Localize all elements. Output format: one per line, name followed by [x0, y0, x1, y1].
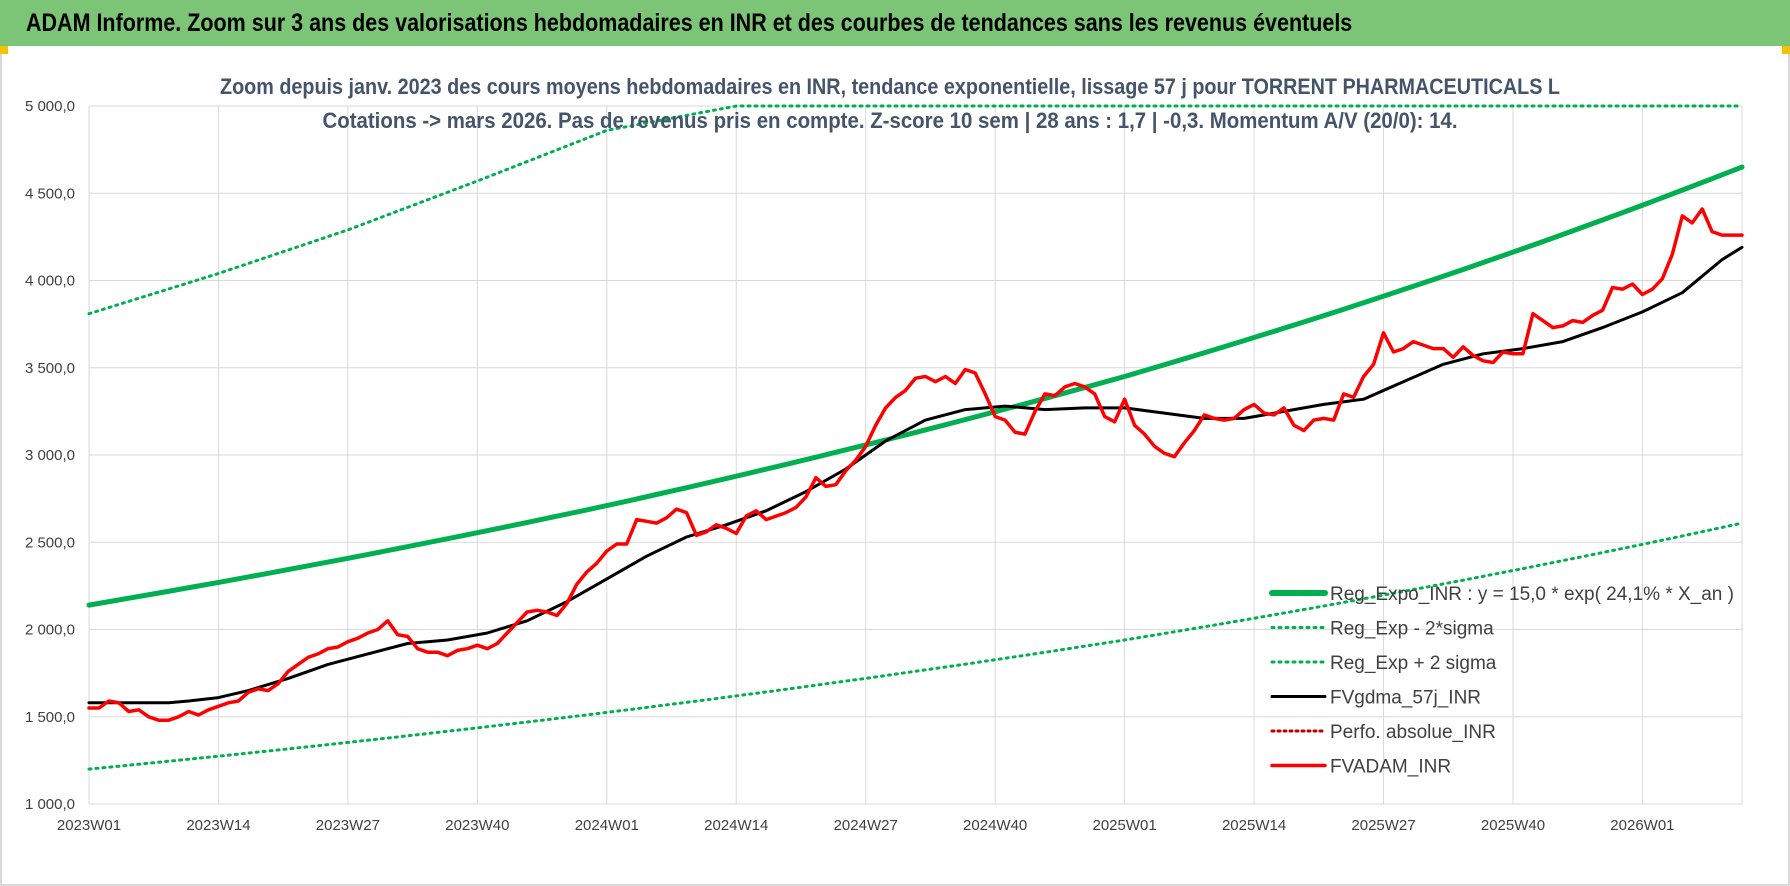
- x-tick-label: 2025W40: [1481, 817, 1545, 834]
- legend-entry-label: FVADAM_INR: [1330, 757, 1451, 778]
- x-tick-label: 2024W01: [575, 817, 639, 834]
- frame-corner-top-right: [1782, 46, 1790, 54]
- x-tick-label: 2025W14: [1222, 817, 1286, 834]
- chart-title-line-2: Cotations -> mars 2026. Pas de revenus p…: [323, 108, 1458, 133]
- frame-corner-top-left: [0, 46, 8, 54]
- x-tick-label: 2023W40: [445, 817, 509, 834]
- x-tick-label: 2025W01: [1093, 817, 1157, 834]
- y-tick-label: 1 500,0: [25, 709, 75, 726]
- x-tick-label: 2023W01: [57, 817, 121, 834]
- legend-entry-label: Reg_Expo_INR : y = 15,0 * exp( 24,1% * X…: [1330, 584, 1734, 605]
- x-tick-label: 2023W27: [316, 817, 380, 834]
- x-tick-label: 2024W40: [963, 817, 1027, 834]
- chart-title-line-1: Zoom depuis janv. 2023 des cours moyens …: [220, 74, 1560, 99]
- legend-entry-label: FVgdma_57j_INR: [1330, 688, 1481, 709]
- x-tick-label: 2024W27: [834, 817, 898, 834]
- fvadam-line: [87, 207, 1744, 722]
- x-tick-label: 2026W01: [1610, 817, 1674, 834]
- grid: [88, 105, 1743, 805]
- y-tick-label: 1 000,0: [25, 796, 75, 813]
- x-tick-label: 2024W14: [704, 817, 768, 834]
- legend-entry-label: Perfo. absolue_INR: [1330, 722, 1496, 743]
- y-tick-label: 4 000,0: [25, 273, 75, 290]
- series-layer: [86, 104, 1745, 771]
- axis-labels: 1 000,0 1 500,0 2 000,0 2 500,0 3 000,0 3 500…: [25, 98, 1675, 834]
- y-tick-label: 2 000,0: [25, 622, 75, 639]
- reg-exp-plus-2sigma-line: [87, 104, 1744, 316]
- legend-entry-label: Reg_Exp + 2 sigma: [1330, 653, 1497, 674]
- y-tick-label: 3 500,0: [25, 360, 75, 377]
- chart-frame: [0, 46, 1790, 886]
- fvgdma-line: [87, 245, 1744, 705]
- report-title: ADAM Informe. Zoom sur 3 ans des valoris…: [26, 8, 1353, 37]
- y-tick-label: 4 500,0: [25, 185, 75, 202]
- y-tick-label: 2 500,0: [25, 534, 75, 551]
- x-tick-label: 2025W27: [1351, 817, 1415, 834]
- reg-exp-minus-2sigma-line: [87, 521, 1744, 771]
- y-tick-label: 3 000,0: [25, 447, 75, 464]
- legend-entry-label: Reg_Exp - 2*sigma: [1330, 619, 1494, 640]
- x-tick-label: 2023W14: [186, 817, 250, 834]
- legend: Reg_Expo_INR : y = 15,0 * exp( 24,1% * X…: [1269, 584, 1734, 778]
- y-tick-label: 5 000,0: [25, 98, 75, 115]
- report-header: ADAM Informe. Zoom sur 3 ans des valoris…: [0, 0, 1790, 46]
